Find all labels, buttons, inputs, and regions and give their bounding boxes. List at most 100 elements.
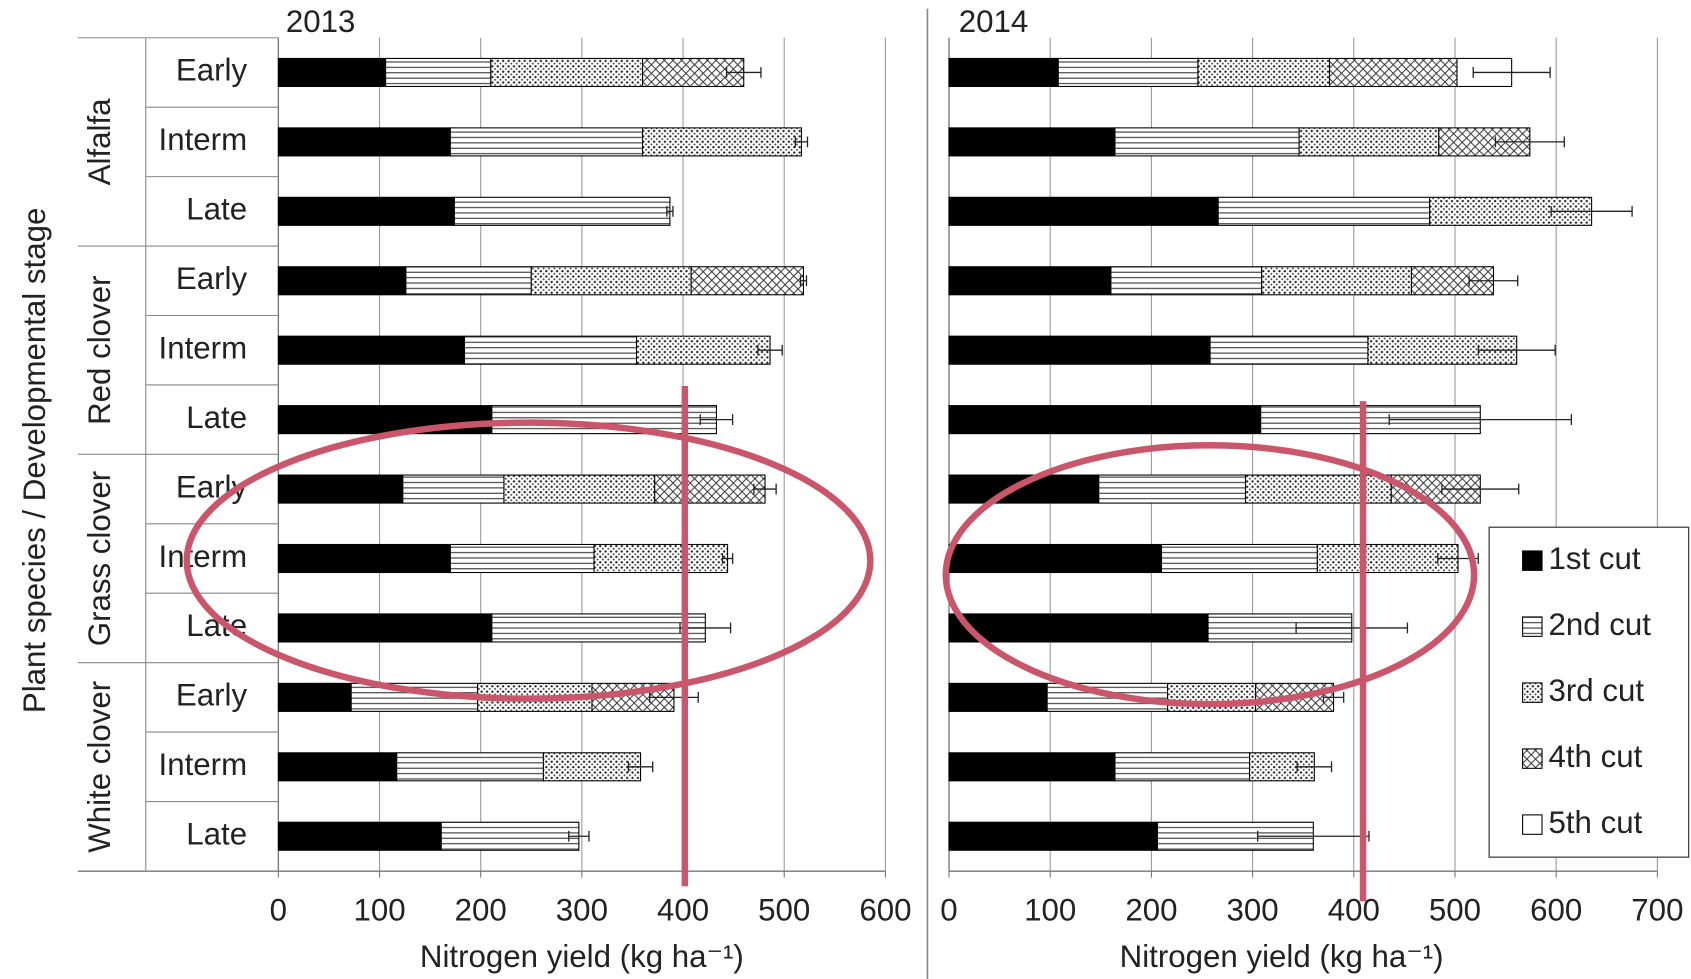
bar-segment bbox=[948, 57, 1059, 88]
bar-segment bbox=[1046, 682, 1169, 712]
bar-segment bbox=[1209, 335, 1369, 365]
error-bar bbox=[649, 691, 699, 703]
chart-title: 2013 bbox=[286, 4, 356, 39]
bar-segment bbox=[948, 266, 1112, 296]
x-tick-label: 300 bbox=[556, 892, 608, 927]
bar-segment bbox=[277, 266, 407, 296]
x-tick-label: 200 bbox=[1125, 892, 1177, 927]
legend-swatch bbox=[1522, 682, 1543, 703]
legend-label: 5th cut bbox=[1548, 805, 1642, 840]
x-tick-label: 600 bbox=[1530, 892, 1582, 927]
error-bar bbox=[1296, 761, 1333, 773]
error-bar bbox=[666, 205, 674, 217]
bar-segment bbox=[1098, 474, 1247, 504]
error-bar bbox=[1295, 622, 1409, 634]
error-bar bbox=[794, 136, 809, 148]
chart-title: 2014 bbox=[959, 4, 1029, 39]
category-label: Late bbox=[186, 400, 247, 435]
bar-segment bbox=[440, 821, 580, 851]
bar-segment bbox=[491, 613, 706, 643]
error-bar bbox=[1477, 344, 1556, 356]
bar-segment bbox=[948, 335, 1211, 365]
bar-segment bbox=[654, 474, 766, 504]
bar-segment bbox=[1114, 752, 1251, 782]
category-label: Late bbox=[186, 192, 247, 227]
bar-segment bbox=[396, 752, 544, 782]
error-bar bbox=[799, 275, 808, 287]
error-bar bbox=[1472, 67, 1551, 78]
error-bar bbox=[1550, 205, 1633, 217]
bar-segment bbox=[277, 57, 387, 88]
bar-segment bbox=[635, 335, 771, 365]
error-bar bbox=[725, 67, 762, 78]
bar-segment bbox=[463, 335, 638, 365]
legend-label: 2nd cut bbox=[1548, 607, 1651, 642]
bar-segment bbox=[948, 682, 1048, 712]
x-tick-label: 500 bbox=[1429, 892, 1481, 927]
x-axis-title: Nitrogen yield (kg ha⁻¹) bbox=[1120, 939, 1444, 974]
bar-segment bbox=[1316, 543, 1459, 574]
bar-segment bbox=[948, 196, 1219, 226]
category-label: Interm bbox=[159, 747, 248, 782]
y-axis-title: Plant species / Developmental stage bbox=[17, 208, 52, 714]
bar-segment bbox=[449, 127, 644, 157]
bar-segment bbox=[1328, 57, 1458, 88]
group-label: Grass clover bbox=[82, 471, 117, 646]
bar-segment bbox=[277, 335, 466, 365]
bar-segment bbox=[490, 57, 644, 88]
category-label: Interm bbox=[159, 330, 248, 365]
error-bar bbox=[753, 483, 777, 495]
x-tick-label: 600 bbox=[859, 892, 911, 927]
error-bar bbox=[568, 830, 590, 842]
bar-segment bbox=[277, 474, 404, 504]
bar-segment bbox=[1244, 474, 1392, 504]
bar-segment bbox=[530, 266, 692, 296]
annotation-mark bbox=[183, 419, 874, 702]
bar-segment bbox=[1261, 266, 1413, 296]
error-bar bbox=[1388, 414, 1573, 426]
error-bar bbox=[1468, 275, 1519, 287]
bar-segment bbox=[277, 613, 493, 643]
bar-segment bbox=[277, 752, 398, 782]
error-bar bbox=[679, 622, 732, 634]
x-tick-label: 300 bbox=[1227, 892, 1279, 927]
bar-segment bbox=[948, 405, 1262, 435]
error-bar bbox=[1257, 830, 1370, 842]
x-tick-label: 400 bbox=[1328, 892, 1380, 927]
legend-swatch bbox=[1522, 616, 1543, 637]
x-tick-label: 400 bbox=[657, 892, 709, 927]
category-label: Interm bbox=[159, 539, 248, 574]
group-label: Alfalfa bbox=[82, 98, 117, 185]
legend-swatch bbox=[1522, 748, 1543, 769]
bar-segment bbox=[1057, 57, 1199, 88]
bar-segment bbox=[948, 752, 1116, 782]
bar-segment bbox=[948, 613, 1209, 643]
bar-segment bbox=[1298, 127, 1440, 157]
bar-segment bbox=[690, 266, 804, 296]
category-label: Early bbox=[176, 678, 248, 713]
legend-label: 4th cut bbox=[1548, 739, 1642, 774]
category-label: Early bbox=[176, 261, 248, 296]
x-tick-label: 100 bbox=[1024, 892, 1076, 927]
x-tick-label: 200 bbox=[455, 892, 507, 927]
annotation-mark bbox=[942, 442, 1478, 708]
x-tick-label: 700 bbox=[1631, 892, 1683, 927]
category-label: Late bbox=[186, 816, 247, 851]
bar-segment bbox=[1197, 57, 1331, 88]
bar-segment bbox=[405, 266, 532, 296]
bar-segment bbox=[277, 682, 352, 712]
x-axis-title: Nitrogen yield (kg ha⁻¹) bbox=[420, 939, 744, 974]
legend-swatch bbox=[1522, 814, 1543, 835]
error-bar bbox=[699, 414, 734, 426]
bar-segment bbox=[948, 127, 1116, 157]
error-bar bbox=[1441, 483, 1520, 495]
x-tick-label: 0 bbox=[270, 892, 287, 927]
x-tick-label: 0 bbox=[940, 892, 957, 927]
x-tick-label: 500 bbox=[758, 892, 810, 927]
bar-segment bbox=[277, 196, 455, 226]
bar-segment bbox=[948, 543, 1163, 574]
bar-segment bbox=[277, 405, 493, 435]
bar-segment bbox=[449, 543, 595, 574]
